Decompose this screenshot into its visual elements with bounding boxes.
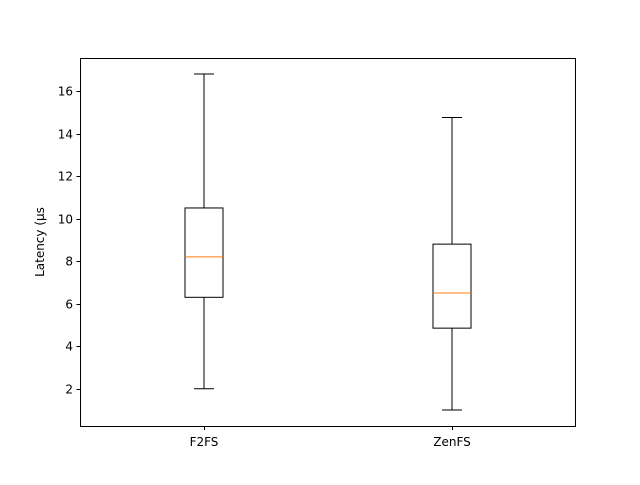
y-tick-label-12: 12 <box>58 170 73 184</box>
y-axis: 2 4 6 8 10 12 14 16 <box>58 85 81 397</box>
iqr-box-f2fs <box>184 207 224 298</box>
plot-frame <box>80 58 576 427</box>
y-tick-label-14: 14 <box>58 128 73 142</box>
y-tick-label-4: 4 <box>65 340 73 354</box>
y-axis-label: Latency (µs <box>33 207 47 277</box>
chart-marks <box>184 73 472 411</box>
y-tick-label-6: 6 <box>65 298 73 312</box>
x-tick-label-f2fs: F2FS <box>190 435 219 449</box>
x-axis: F2FS ZenFS <box>190 426 471 449</box>
iqr-box-zenfs <box>432 243 472 329</box>
y-tick-label-2: 2 <box>65 383 73 397</box>
box-group-f2fs <box>184 73 224 390</box>
y-tick-label-16: 16 <box>58 85 73 99</box>
x-tick-label-zenfs: ZenFS <box>433 435 471 449</box>
y-tick-label-8: 8 <box>65 255 73 269</box>
box-group-zenfs <box>432 117 472 411</box>
y-tick-label-10: 10 <box>58 213 73 227</box>
